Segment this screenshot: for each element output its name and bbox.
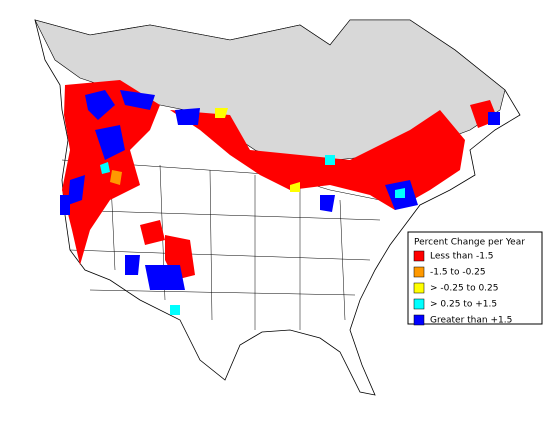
region — [140, 220, 195, 280]
region — [62, 80, 160, 265]
legend-swatch — [413, 314, 425, 326]
legend-label: > -0.25 to 0.25 — [430, 284, 498, 294]
region — [215, 108, 300, 192]
legend: Percent Change per Year Less than -1.5 -1… — [407, 231, 543, 326]
legend-label: > 0.25 to +1.5 — [430, 300, 497, 310]
legend-swatch — [413, 282, 425, 294]
region — [170, 305, 180, 315]
legend-label: Less than -1.5 — [430, 252, 494, 262]
boundaries — [61, 159, 381, 330]
region — [488, 112, 500, 125]
region — [110, 170, 122, 185]
region — [325, 155, 405, 198]
region — [85, 90, 155, 120]
legend-label: Greater than +1.5 — [430, 316, 512, 326]
legend-box — [407, 231, 543, 325]
legend-swatch — [413, 266, 425, 278]
change-regions — [60, 80, 500, 315]
legend-label: -1.5 to -0.25 — [430, 268, 486, 278]
state-line — [64, 209, 381, 296]
region — [68, 125, 125, 205]
region — [100, 162, 110, 174]
region — [60, 195, 185, 290]
legend-title: Percent Change per Year — [414, 238, 525, 248]
legend-swatch — [413, 250, 425, 262]
region — [175, 108, 418, 212]
legend-swatch — [413, 298, 425, 310]
